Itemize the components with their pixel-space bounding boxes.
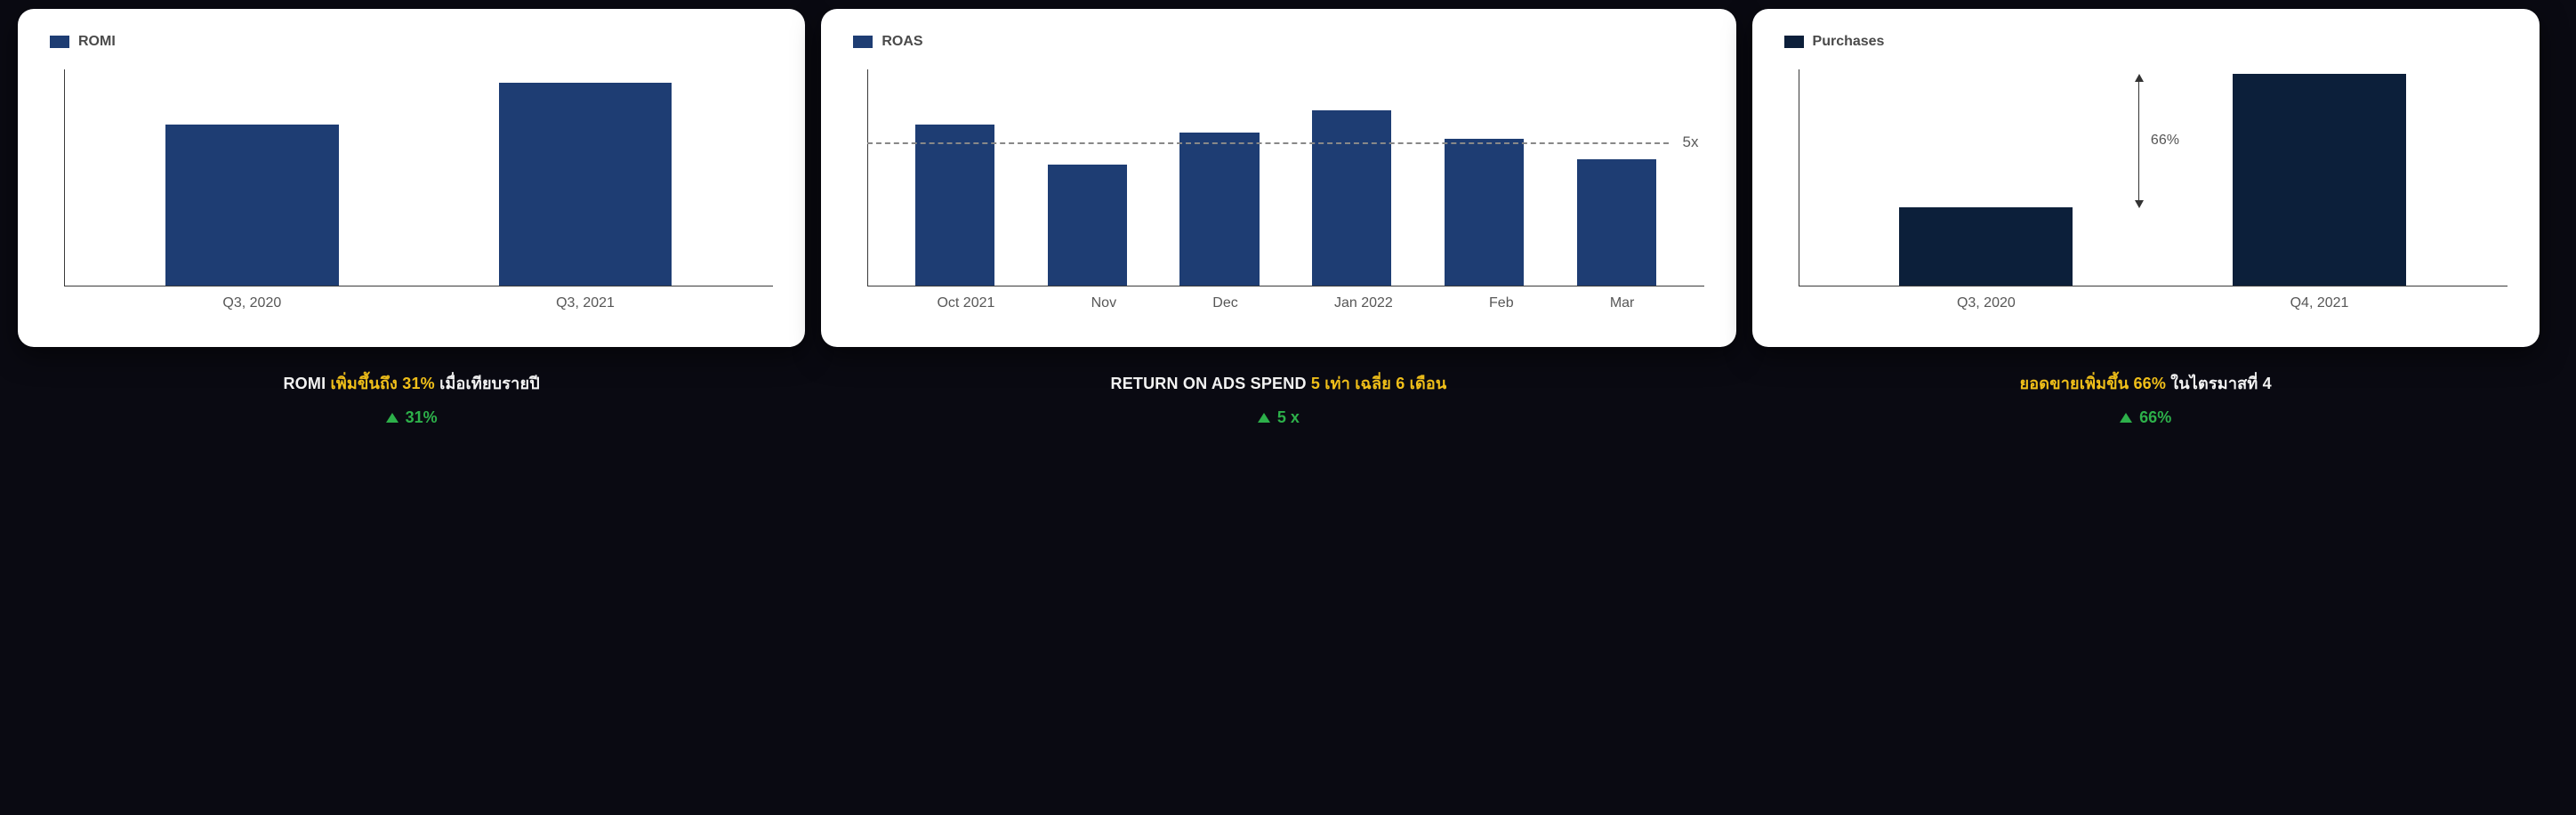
legend: ROAS bbox=[853, 34, 1703, 50]
card-romi: ROMI Q3, 2020 Q3, 2021 bbox=[18, 9, 805, 347]
stat-value: 31% bbox=[406, 408, 438, 427]
bar bbox=[1577, 159, 1656, 286]
caption-line: RETURN ON ADS SPEND 5 เท่า เฉลี่ย 6 เดือ… bbox=[1111, 370, 1447, 396]
legend-swatch bbox=[50, 36, 69, 48]
legend-label: Purchases bbox=[1813, 34, 1885, 50]
arrow-head-down-icon bbox=[2135, 200, 2144, 208]
chart-area: 5x bbox=[853, 55, 1703, 286]
bar bbox=[915, 125, 994, 286]
card-roas: ROAS 5x Oct 2021 Nov Dec Jan 2022 Feb Mar bbox=[821, 9, 1735, 347]
bar bbox=[499, 83, 672, 286]
bar bbox=[2233, 74, 2406, 286]
x-label: Q4, 2021 bbox=[2290, 295, 2349, 311]
x-label: Q3, 2020 bbox=[1957, 295, 2016, 311]
chart-area: 66% bbox=[1784, 55, 2508, 286]
panel-roas: ROAS 5x Oct 2021 Nov Dec Jan 2022 Feb Mar RET… bbox=[821, 9, 1735, 427]
caption: RETURN ON ADS SPEND 5 เท่า เฉลี่ย 6 เดือ… bbox=[1111, 370, 1447, 427]
x-label: Oct 2021 bbox=[937, 295, 994, 311]
arrow-up-icon bbox=[2120, 413, 2132, 423]
legend-label: ROAS bbox=[881, 34, 922, 50]
reference-line bbox=[867, 142, 1668, 144]
caption: ยอดขายเพิ่มขึ้น 66% ในไตรมาสที่ 4 66% bbox=[2020, 370, 2272, 427]
x-label: Nov bbox=[1091, 295, 1116, 311]
caption-seg3: ในไตรมาสที่ 4 bbox=[2170, 375, 2272, 392]
caption-seg2: ยอดขายเพิ่มขึ้น 66% bbox=[2020, 375, 2167, 392]
x-labels: Oct 2021 Nov Dec Jan 2022 Feb Mar bbox=[853, 286, 1703, 311]
delta-label: 66% bbox=[2151, 133, 2179, 149]
x-label: Q3, 2021 bbox=[556, 295, 615, 311]
panels-row: ROMI Q3, 2020 Q3, 2021 ROMI เพิ่มขึ้นถึง … bbox=[18, 9, 2558, 427]
caption-seg1: ROMI bbox=[283, 375, 326, 392]
stat-value: 5 x bbox=[1277, 408, 1300, 427]
arrow-line bbox=[2138, 82, 2139, 200]
caption-seg1: RETURN ON ADS SPEND bbox=[1111, 375, 1307, 392]
panel-romi: ROMI Q3, 2020 Q3, 2021 ROMI เพิ่มขึ้นถึง … bbox=[18, 9, 805, 427]
caption-seg3: เมื่อเทียบรายปี bbox=[439, 375, 540, 392]
bar bbox=[165, 125, 339, 286]
bar bbox=[1445, 139, 1524, 286]
bars bbox=[1799, 55, 2508, 286]
caption-line: ยอดขายเพิ่มขึ้น 66% ในไตรมาสที่ 4 bbox=[2020, 370, 2272, 396]
reference-label: 5x bbox=[1683, 133, 1699, 151]
caption-seg2: 5 เท่า เฉลี่ย 6 เดือน bbox=[1311, 375, 1447, 392]
panel-purchases: Purchases 66% Q3, 2020 Q4, 2021 ยอดขายเพิ… bbox=[1752, 9, 2540, 427]
card-purchases: Purchases 66% Q3, 2020 Q4, 2021 bbox=[1752, 9, 2540, 347]
stat: 31% bbox=[283, 408, 539, 427]
x-label: Mar bbox=[1610, 295, 1635, 311]
bar bbox=[1312, 110, 1391, 286]
caption-line: ROMI เพิ่มขึ้นถึง 31% เมื่อเทียบรายปี bbox=[283, 370, 539, 396]
caption: ROMI เพิ่มขึ้นถึง 31% เมื่อเทียบรายปี 31… bbox=[283, 370, 539, 427]
legend-swatch bbox=[853, 36, 873, 48]
x-label: Jan 2022 bbox=[1334, 295, 1393, 311]
arrow-up-icon bbox=[386, 413, 398, 423]
x-labels: Q3, 2020 Q3, 2021 bbox=[50, 286, 773, 311]
bars bbox=[64, 55, 773, 286]
bar bbox=[1179, 133, 1259, 286]
legend: Purchases bbox=[1784, 34, 2508, 50]
delta-arrow: 66% bbox=[2131, 74, 2147, 208]
arrow-up-icon bbox=[1258, 413, 1270, 423]
stat: 5 x bbox=[1111, 408, 1447, 427]
bars bbox=[867, 55, 1703, 286]
stat-value: 66% bbox=[2139, 408, 2171, 427]
legend-swatch bbox=[1784, 36, 1804, 48]
x-label: Dec bbox=[1212, 295, 1237, 311]
arrow-head-up-icon bbox=[2135, 74, 2144, 82]
chart-area bbox=[50, 55, 773, 286]
stat: 66% bbox=[2020, 408, 2272, 427]
legend-label: ROMI bbox=[78, 34, 116, 50]
bar bbox=[1899, 207, 2073, 286]
x-label: Q3, 2020 bbox=[222, 295, 281, 311]
x-label: Feb bbox=[1489, 295, 1514, 311]
x-labels: Q3, 2020 Q4, 2021 bbox=[1784, 286, 2508, 311]
caption-seg2: เพิ่มขึ้นถึง 31% bbox=[330, 375, 434, 392]
legend: ROMI bbox=[50, 34, 773, 50]
bar bbox=[1048, 165, 1127, 286]
